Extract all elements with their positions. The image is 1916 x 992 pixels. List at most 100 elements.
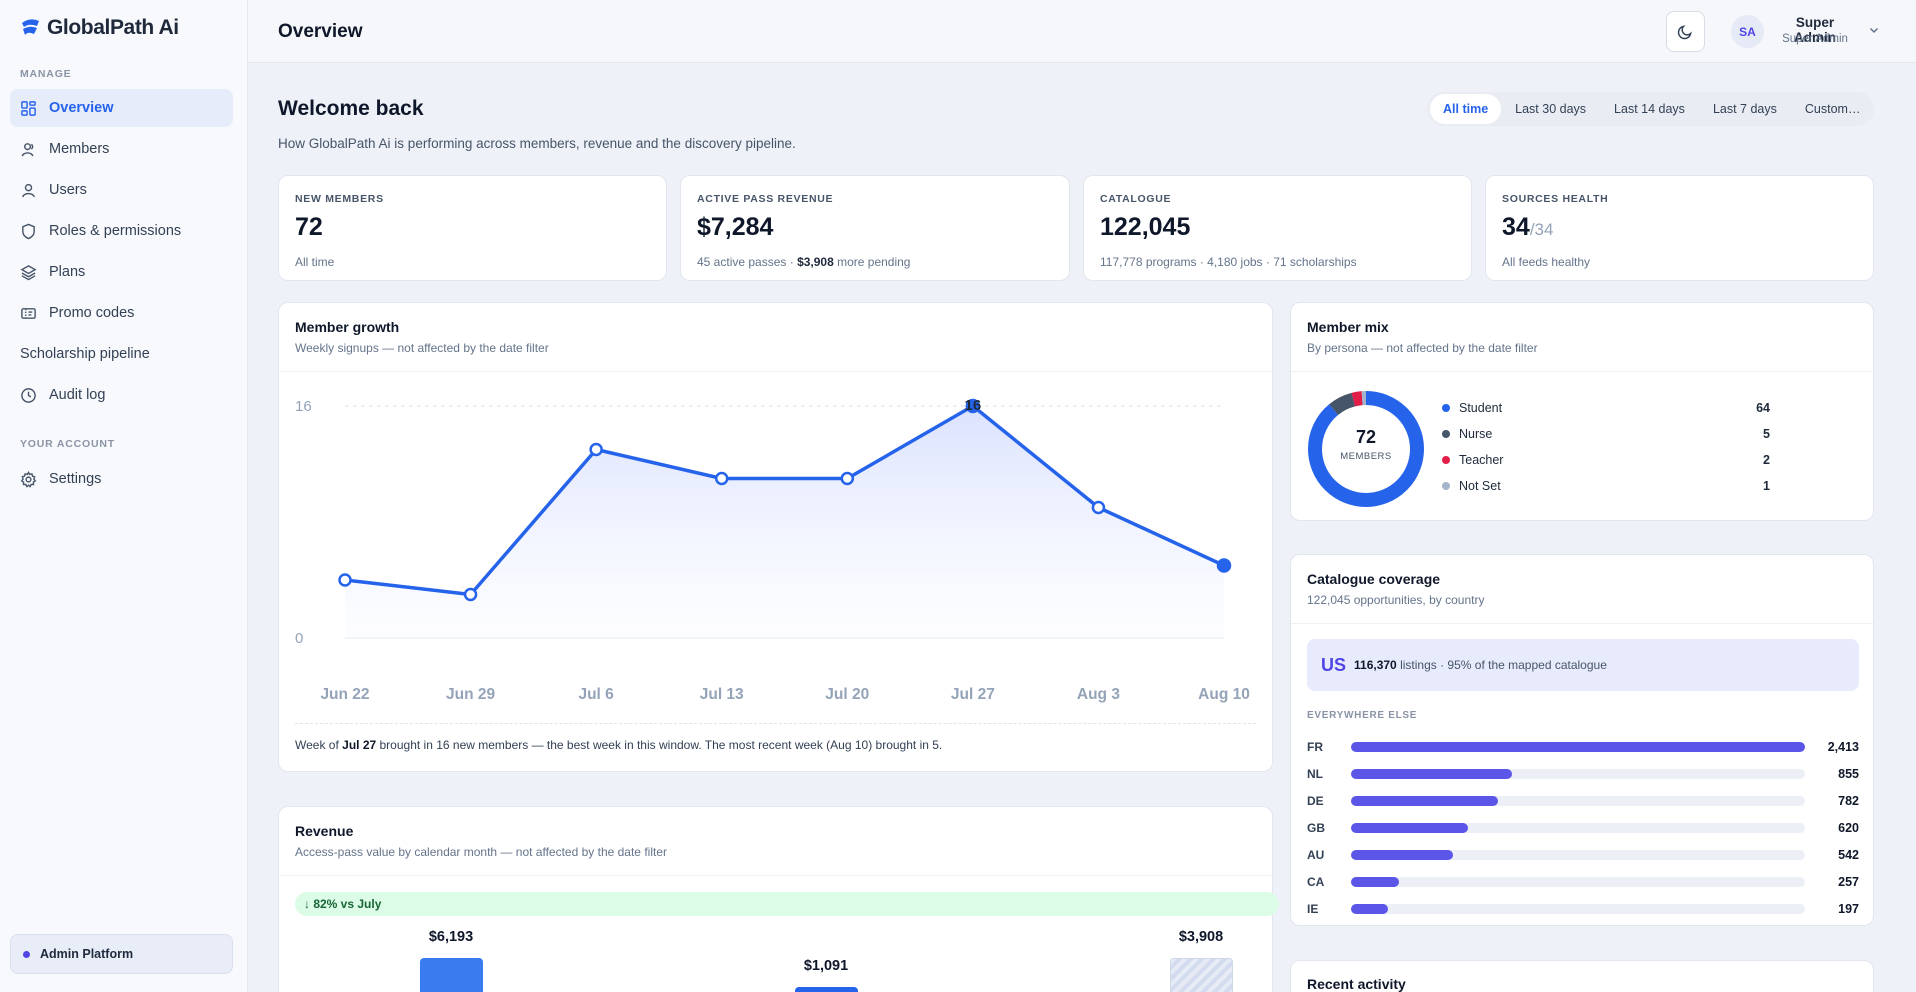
- sidebar-item-users[interactable]: Users: [10, 171, 233, 209]
- x-tick-label: Aug 3: [1077, 686, 1120, 703]
- card-title: Revenue: [295, 823, 354, 839]
- coverage-bar-track: [1351, 850, 1805, 860]
- sidebar-item-plans[interactable]: Plans: [10, 253, 233, 291]
- coverage-bar: [1351, 769, 1512, 779]
- card-title: Recent activity: [1307, 976, 1406, 992]
- legend-value: 2: [1763, 453, 1770, 467]
- chart-summary: Week of Jul 27 brought in 16 new members…: [295, 738, 942, 752]
- sidebar-item-settings[interactable]: Settings: [10, 460, 233, 498]
- coverage-bar-track: [1351, 769, 1805, 779]
- revenue-change-badge: ↓ 82% vs July: [295, 892, 1279, 916]
- coverage-row: DE 782: [1307, 792, 1859, 810]
- chevron-down-icon[interactable]: [1868, 24, 1880, 36]
- moon-icon: [1677, 25, 1692, 40]
- user-name[interactable]: Super Admin: [1794, 15, 1836, 45]
- sidebar-item-label: Scholarship pipeline: [20, 346, 150, 362]
- status-dot: [23, 950, 30, 958]
- ticket-icon: [21, 307, 36, 319]
- coverage-bar: [1351, 796, 1499, 806]
- coverage-bar: [1351, 742, 1805, 752]
- divider: [279, 875, 1272, 876]
- stat-label: NEW MEMBERS: [295, 193, 384, 205]
- data-label: 16: [965, 397, 982, 414]
- top-bar: Overview SA Super Admin Super Admin: [248, 0, 1916, 63]
- card-title: Member mix: [1307, 319, 1389, 335]
- tab-custom[interactable]: Custom…: [1804, 102, 1861, 116]
- coverage-bar: [1351, 877, 1400, 887]
- country-count: 542: [1838, 848, 1859, 862]
- stat-value: 34/34: [1502, 213, 1553, 242]
- data-point: [338, 573, 352, 587]
- revenue-value: $3,908: [1178, 929, 1224, 945]
- divider: [279, 371, 1272, 372]
- summary-post: brought in 16 new members — the best wee…: [376, 738, 943, 752]
- tab-last-14-days[interactable]: Last 14 days: [1614, 102, 1685, 116]
- nav-section-manage: MANAGE: [20, 68, 72, 80]
- coverage-row: FR 2,413: [1307, 738, 1859, 756]
- x-tick-label: Aug 10: [1198, 686, 1250, 703]
- legend-item-nurse: Nurse 5: [1442, 427, 1770, 441]
- member-growth-chart: 16 0 16 Jun 22 Jun 29 Jul 6 Jul 13 Jul 20 Jul 27…: [295, 397, 1250, 703]
- country-count: 197: [1838, 902, 1859, 916]
- country-code: FR: [1307, 740, 1323, 754]
- coverage-row: CA 257: [1307, 873, 1859, 891]
- theme-toggle-button[interactable]: [1666, 11, 1705, 52]
- shield-icon: [22, 223, 35, 239]
- platform-label: Admin Platform: [40, 947, 134, 961]
- sidebar-item-label: Users: [49, 182, 87, 198]
- stat-card-sources-health: SOURCES HEALTH 34/34 All feeds healthy: [1485, 175, 1874, 281]
- country-count: 855: [1838, 767, 1859, 781]
- sidebar-item-audit-log[interactable]: Audit log: [10, 376, 233, 414]
- coverage-bar-track: [1351, 742, 1805, 752]
- tab-all-time[interactable]: All time: [1430, 94, 1502, 124]
- data-point: [589, 442, 603, 457]
- stat-card-revenue: ACTIVE PASS REVENUE $7,284 45 active pas…: [680, 175, 1070, 281]
- x-tick-label: Jun 29: [446, 686, 495, 703]
- coverage-bar: [1351, 823, 1468, 833]
- donut-total-label: MEMBERS: [1340, 451, 1392, 462]
- page-title: Overview: [278, 21, 363, 42]
- legend-value: 64: [1756, 401, 1770, 415]
- tab-last-7-days[interactable]: Last 7 days: [1712, 102, 1777, 116]
- user-icon: [22, 183, 35, 197]
- sidebar-item-promo-codes[interactable]: Promo codes: [10, 294, 233, 332]
- legend-dot: [1442, 404, 1450, 412]
- stat-sub-bold: $3,908: [797, 255, 834, 269]
- stat-value: $7,284: [697, 213, 774, 241]
- sidebar-item-roles[interactable]: Roles & permissions: [10, 212, 233, 250]
- country-code: NL: [1307, 767, 1323, 781]
- legend-label: Student: [1459, 401, 1503, 415]
- tab-last-30-days[interactable]: Last 30 days: [1515, 102, 1587, 116]
- donut-slice: [1308, 391, 1424, 507]
- legend-label: Nurse: [1459, 427, 1493, 441]
- brand[interactable]: GlobalPath Ai: [19, 16, 179, 40]
- sidebar-item-label: Plans: [49, 264, 86, 280]
- welcome-title: Welcome back: [278, 97, 424, 120]
- stat-subtext: 117,778 programs · 4,180 jobs · 71 schol…: [1100, 255, 1357, 269]
- data-point: [840, 471, 855, 486]
- sidebar-item-label: Roles & permissions: [49, 223, 182, 239]
- country-code: IE: [1307, 902, 1319, 916]
- data-point: [1091, 500, 1106, 515]
- y-tick-label: 16: [295, 398, 312, 415]
- stat-subtext: All time: [295, 255, 335, 269]
- coverage-bar-track: [1351, 823, 1805, 833]
- card-title: Catalogue coverage: [1307, 571, 1441, 587]
- stat-value-main: 34: [1502, 213, 1530, 241]
- stat-sub-post: more pending: [833, 255, 911, 269]
- card-subtitle: 122,045 opportunities, by country: [1307, 593, 1485, 607]
- stat-label: ACTIVE PASS REVENUE: [697, 193, 834, 205]
- sidebar-item-members[interactable]: Members: [10, 130, 233, 168]
- data-point: [714, 471, 729, 486]
- sidebar-item-scholarship-pipeline[interactable]: Scholarship pipeline: [10, 335, 233, 373]
- country-code: DE: [1307, 794, 1324, 808]
- country-count: 2,413: [1827, 740, 1859, 754]
- avatar[interactable]: SA: [1731, 15, 1764, 48]
- revenue-bar: [795, 987, 858, 992]
- sidebar-item-overview[interactable]: Overview: [10, 89, 233, 127]
- sidebar-item-label: Members: [49, 141, 110, 157]
- coverage-row: GB 620: [1307, 819, 1859, 837]
- sidebar-item-label: Promo codes: [49, 305, 135, 321]
- user-icon: [21, 142, 34, 156]
- stat-subtext: All feeds healthy: [1502, 255, 1591, 269]
